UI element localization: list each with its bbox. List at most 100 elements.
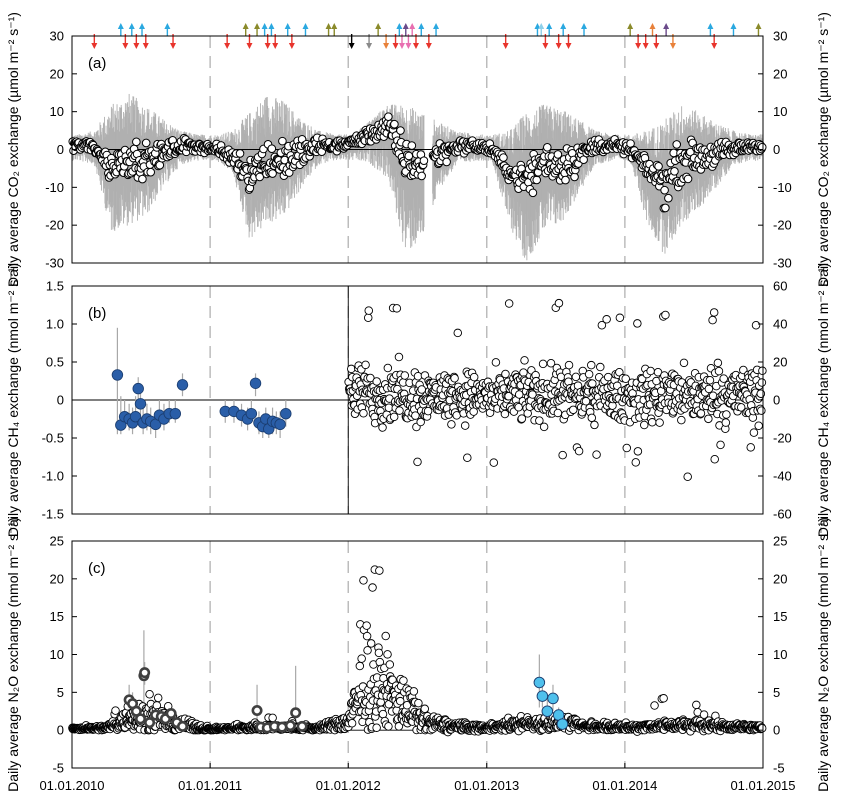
- n2o-point: [366, 639, 376, 648]
- n2o-point: [362, 621, 371, 630]
- ch4-ec-point: [683, 472, 692, 481]
- n2o-point: [383, 650, 392, 659]
- co2-point: [532, 175, 542, 185]
- n2o-point: [376, 698, 385, 707]
- ch4-chamber-point: [129, 411, 142, 423]
- ch4-ec-point: [460, 421, 470, 430]
- ch4-chamber-point: [245, 407, 258, 420]
- ch4-ec-point: [751, 320, 761, 330]
- ch4-ec-point: [517, 414, 527, 423]
- y-tick-label-right: 0: [773, 393, 780, 408]
- management-arrow-head: [272, 43, 279, 49]
- management-arrow-head: [396, 23, 403, 29]
- management-arrow-head: [288, 43, 295, 49]
- management-arrow-head: [133, 43, 140, 49]
- ch4-ec-point: [546, 358, 556, 368]
- management-arrow-head: [264, 43, 271, 49]
- ch4-ec-point: [721, 418, 731, 427]
- ch4-ec-point: [708, 315, 717, 325]
- ch4-chamber-point: [176, 379, 189, 391]
- management-arrow-head: [139, 23, 146, 29]
- y-tick-label-left: 0.5: [46, 355, 64, 370]
- y-tick-label-left: -1.5: [42, 507, 64, 522]
- management-arrow-head: [642, 43, 649, 49]
- co2-point: [417, 171, 426, 181]
- co2-point: [141, 138, 151, 148]
- co2-point: [661, 203, 670, 213]
- ch4-ec-point: [704, 414, 713, 424]
- management-arrow-head: [412, 43, 419, 49]
- y-tick-label-left: 0: [57, 142, 64, 157]
- ch4-ec-point: [378, 423, 387, 432]
- ch4-ec-point: [588, 379, 597, 388]
- management-arrow-head: [502, 43, 509, 49]
- ch4-ec-point: [416, 417, 425, 427]
- co2-point: [570, 172, 579, 182]
- y-tick-label-right: 20: [773, 66, 787, 81]
- ch4-ec-point: [709, 308, 719, 317]
- management-arrow-head: [542, 43, 549, 49]
- management-arrow-head: [653, 43, 660, 49]
- ch4-ec-point: [413, 457, 422, 467]
- management-arrow-head: [649, 23, 656, 29]
- y-axis-label-right: Daily average CO₂ exchange (µmol m⁻² s⁻¹…: [815, 12, 831, 287]
- ch4-ec-point: [640, 420, 649, 430]
- ch4-ec-point: [596, 362, 605, 372]
- ch4-ec-point: [528, 390, 537, 399]
- ch4-ec-point: [413, 372, 423, 381]
- ch4-chamber-point: [249, 377, 262, 389]
- ch4-ec-point: [538, 359, 548, 369]
- management-arrow-head: [128, 23, 135, 29]
- management-arrow-head: [581, 23, 588, 29]
- management-arrow-head: [546, 23, 553, 29]
- co2-point: [138, 174, 147, 184]
- ch4-ec-point: [622, 443, 632, 453]
- n2o-point: [399, 676, 408, 685]
- ch4-ec-point: [714, 366, 724, 376]
- ch4-ec-point: [758, 366, 767, 376]
- ch4-chamber-point: [274, 418, 286, 431]
- management-arrow-head: [402, 23, 409, 29]
- n2o-point: [374, 648, 384, 658]
- y-axis-label-left: Daily average CH₄ exchange (nmol m⁻² s⁻¹…: [5, 263, 21, 537]
- y-tick-label-right: -40: [773, 469, 792, 484]
- n2o-point: [111, 706, 120, 715]
- management-arrow-head: [170, 43, 177, 49]
- n2o-point: [414, 698, 423, 708]
- management-arrow-head: [398, 43, 405, 49]
- management-arrow-head: [635, 43, 642, 49]
- co2-point: [528, 188, 538, 198]
- ch4-ec-point: [394, 352, 404, 362]
- management-arrow-head: [331, 23, 338, 29]
- co2-point: [146, 167, 156, 177]
- ch4-ec-point: [452, 411, 461, 420]
- management-arrow-head: [366, 43, 373, 49]
- management-arrow-head: [433, 23, 440, 29]
- ch4-chamber-point: [280, 407, 292, 420]
- y-tick-label-right: -10: [773, 180, 792, 195]
- ch4-ec-point: [491, 358, 501, 367]
- ch4-ec-point: [363, 313, 373, 323]
- co2-point: [670, 167, 679, 176]
- management-arrow-head: [405, 43, 412, 49]
- management-arrow-head: [383, 43, 390, 49]
- ch4-ec-point: [677, 415, 686, 425]
- y-tick-label-left: 30: [50, 29, 64, 44]
- co2-point: [660, 185, 669, 195]
- n2o-point: [375, 566, 384, 575]
- panel-label: (b): [88, 305, 106, 322]
- ch4-ec-point: [757, 378, 767, 387]
- management-arrow-head: [538, 23, 545, 29]
- management-arrow-head: [755, 23, 762, 29]
- ch4-ec-point: [679, 358, 689, 368]
- ch4-ec-point: [450, 374, 459, 383]
- management-arrow-head: [254, 23, 261, 29]
- ch4-ec-point: [633, 447, 643, 456]
- ch4-ec-point: [347, 364, 356, 374]
- ch4-ec-point: [395, 406, 404, 415]
- co2-point: [553, 150, 563, 159]
- y-tick-label-right: 10: [773, 104, 787, 119]
- management-arrow-head: [164, 23, 171, 29]
- management-arrow-head: [730, 23, 737, 29]
- y-tick-label-left: 0: [57, 393, 64, 408]
